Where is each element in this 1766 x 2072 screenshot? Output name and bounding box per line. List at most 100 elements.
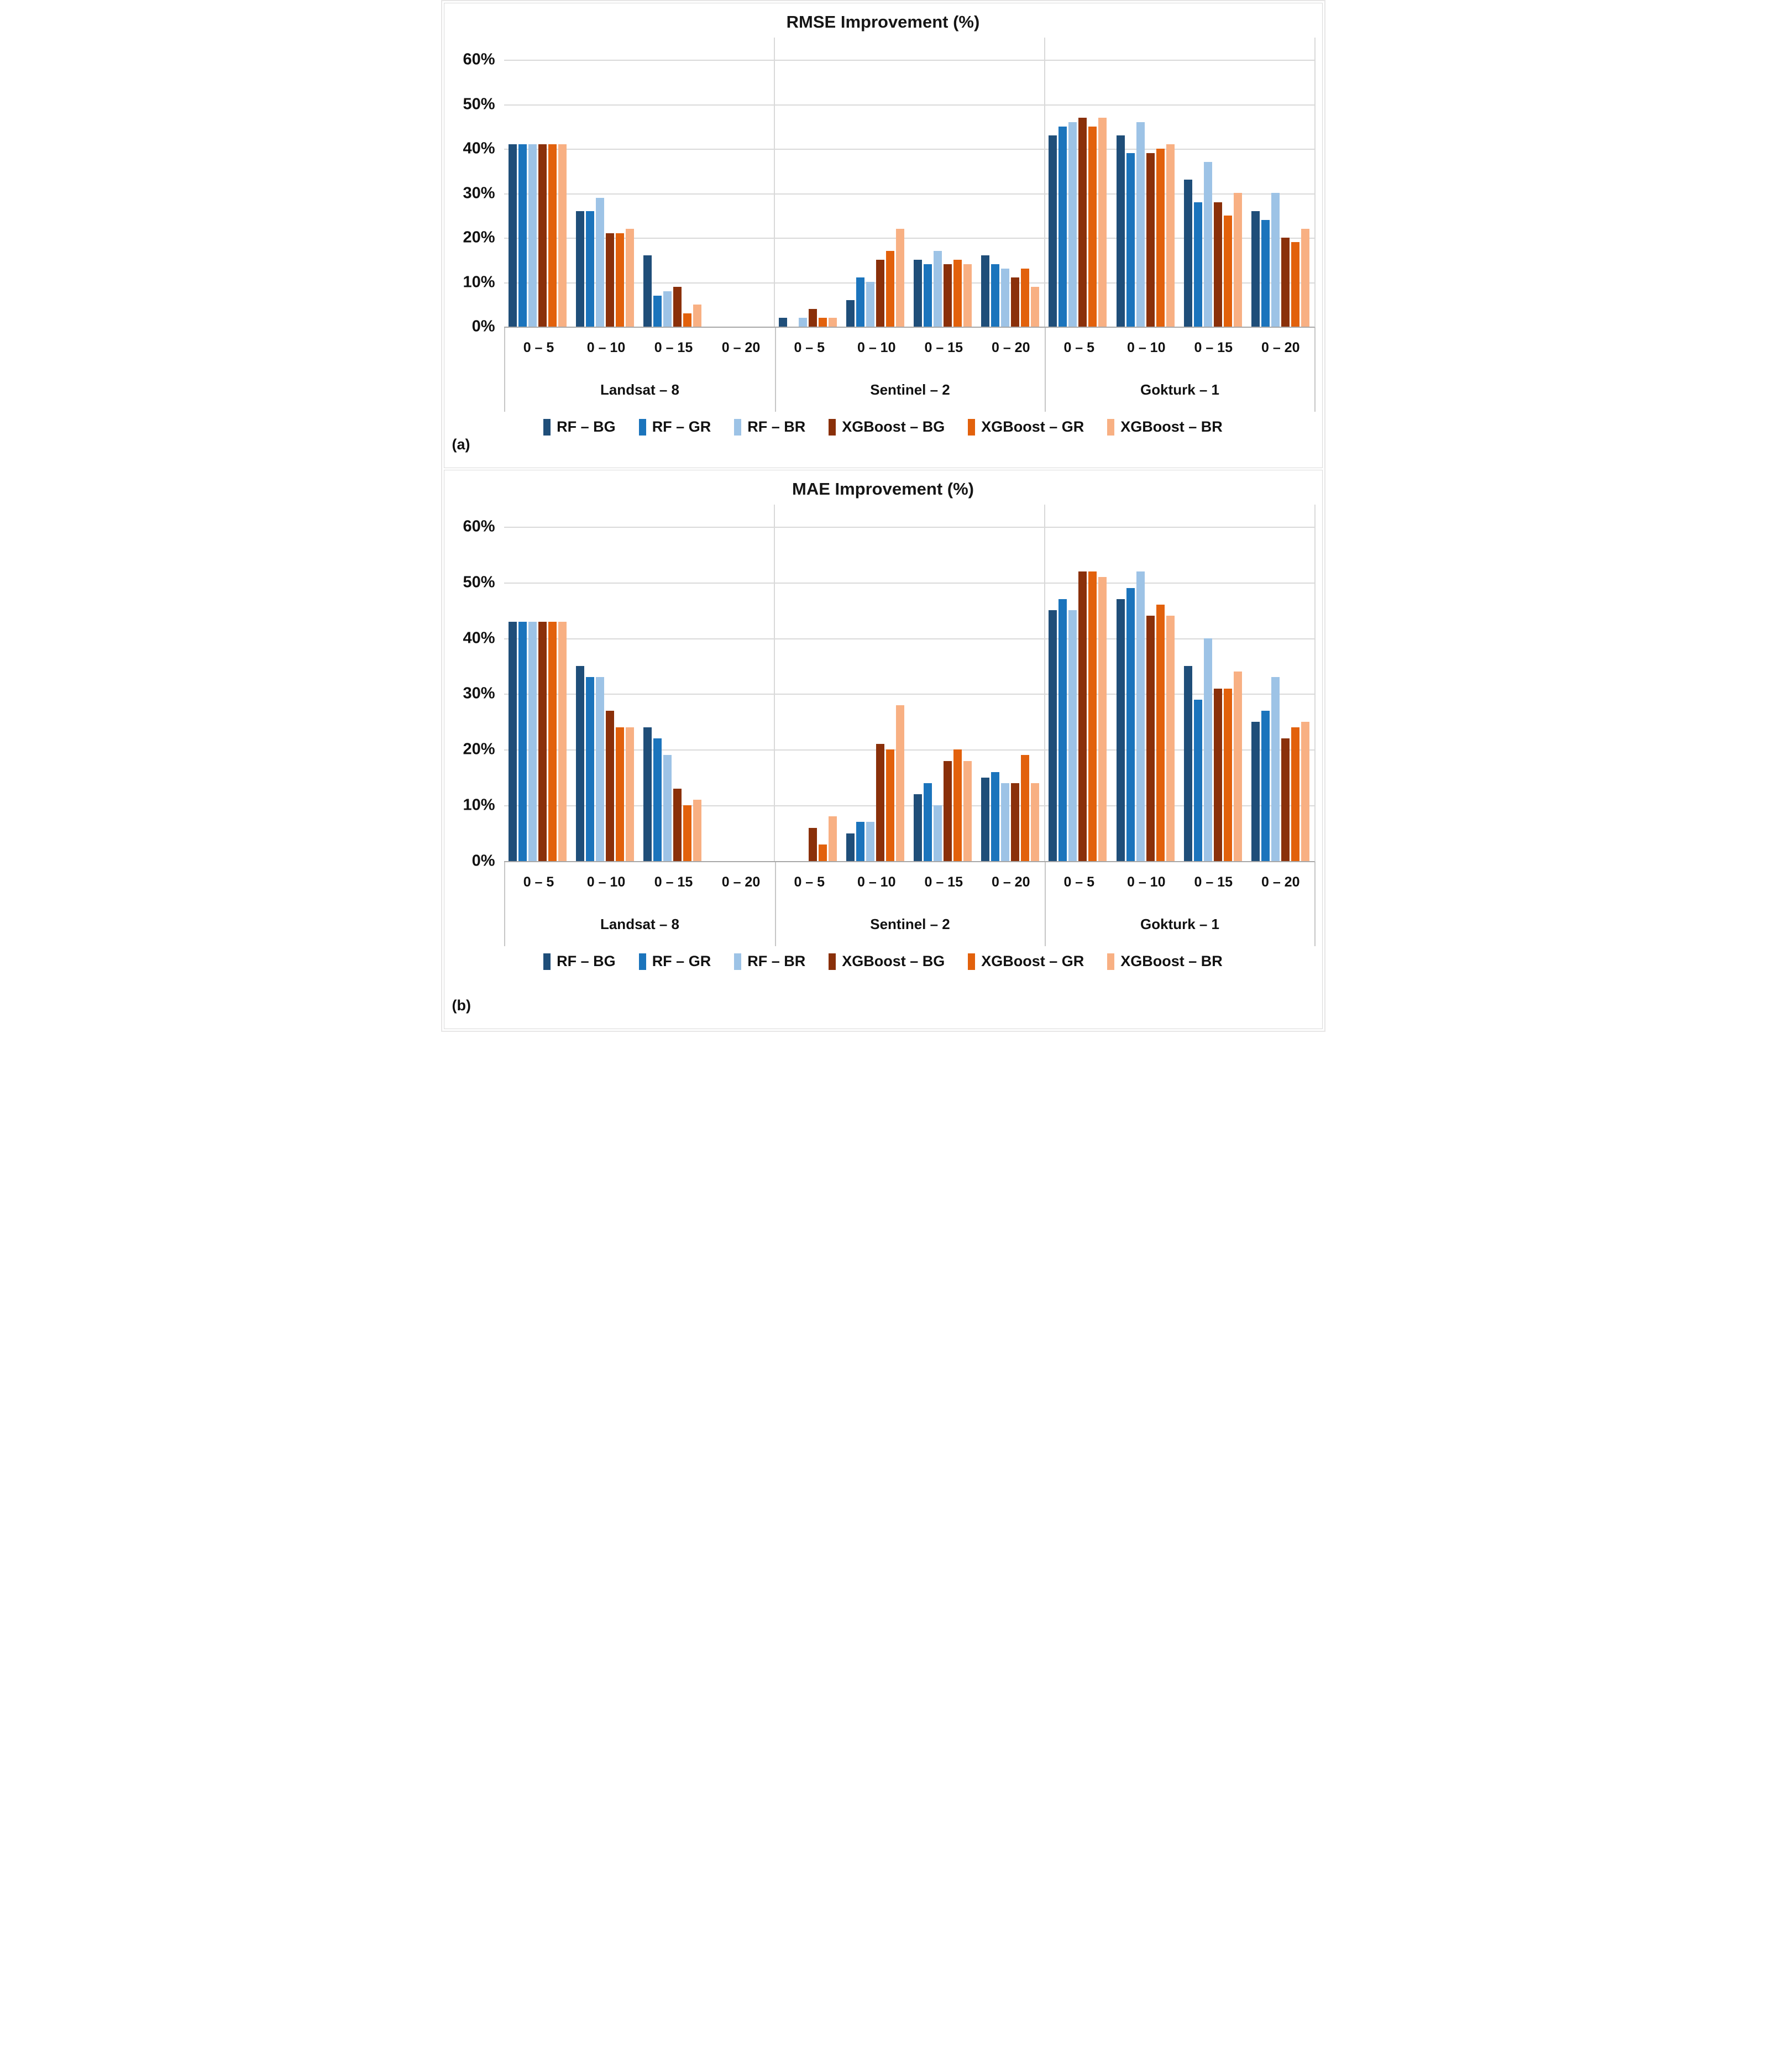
x-axis-bin-label: 0 – 20: [1261, 874, 1300, 890]
y-axis-tick-label: 50%: [463, 95, 495, 113]
y-axis: 60% 50% 40% 30% 20% 10% 0%: [451, 38, 504, 335]
bar: [856, 822, 864, 861]
y-axis-tick-label: 30%: [463, 684, 495, 702]
y-axis-tick-label: 40%: [463, 139, 495, 158]
legend-item: RF – BR: [734, 953, 805, 970]
legend-swatch: [638, 953, 646, 970]
bar: [953, 749, 962, 861]
bar: [1281, 738, 1290, 861]
legend-label: RF – GR: [652, 953, 711, 969]
legend-swatch: [829, 953, 836, 970]
bar: [1126, 588, 1135, 861]
bar-group: [706, 38, 774, 327]
bar: [1251, 722, 1260, 861]
bar: [1193, 202, 1202, 327]
bar: [1301, 229, 1309, 327]
bar: [1058, 127, 1067, 327]
bar: [991, 772, 1000, 861]
bar: [991, 264, 1000, 327]
bar: [924, 264, 932, 327]
bar: [885, 251, 894, 327]
bin-label-row: 0 – 5 0 – 10 0 – 15 0 – 20: [776, 862, 1045, 902]
satellite-section: 0 – 5 0 – 10 0 – 15 0 – 20 Gokturk – 1: [1044, 862, 1314, 946]
bar: [1213, 202, 1222, 327]
bar: [518, 144, 527, 327]
bar: [798, 318, 807, 327]
y-axis-tick-label: 50%: [463, 573, 495, 591]
plot-area: [504, 38, 1316, 328]
bar: [1223, 689, 1232, 861]
bar: [509, 622, 517, 861]
y-axis-tick-label: 20%: [463, 740, 495, 758]
bar: [558, 622, 567, 861]
bar: [643, 727, 652, 861]
legend-item: XGBoost – BR: [1107, 418, 1223, 436]
bar-group: [774, 38, 841, 327]
x-axis-bin-label: 0 – 20: [1261, 339, 1300, 355]
bar: [1078, 118, 1087, 327]
bar-group: [1112, 505, 1179, 861]
figure-frame: RMSE Improvement (%) 60% 50% 40% 30% 20% 10% 0…: [441, 0, 1325, 1032]
bar: [1183, 666, 1192, 861]
y-axis-tick-label: 10%: [463, 273, 495, 291]
bar: [1271, 677, 1280, 861]
gridline: [504, 282, 1314, 284]
y-axis: 60% 50% 40% 30% 20% 10% 0%: [451, 505, 504, 870]
satellite-section: 0 – 5 0 – 10 0 – 15 0 – 20 Landsat – 8: [505, 862, 775, 946]
bar-group: [639, 505, 706, 861]
bar: [914, 260, 923, 327]
panel-b-mae: MAE Improvement (%) 60% 50% 40% 30% 20% 10% 0%…: [443, 470, 1323, 1029]
legend-label: XGBoost – GR: [981, 953, 1084, 969]
bar: [1203, 638, 1212, 861]
bar: [558, 144, 567, 327]
x-axis-satellite-label: Sentinel – 2: [870, 915, 950, 932]
bar: [1291, 242, 1299, 327]
legend-swatch: [1107, 953, 1115, 970]
bar: [828, 318, 837, 327]
gridline: [504, 104, 1314, 106]
y-axis-tick-label: 60%: [463, 517, 495, 536]
bar: [643, 255, 652, 327]
bar: [1291, 727, 1299, 861]
panel-a-rmse: RMSE Improvement (%) 60% 50% 40% 30% 20% 10% 0…: [443, 3, 1323, 468]
x-axis-satellite-label: Landsat – 8: [600, 915, 680, 932]
x-axis-bin-label: 0 – 10: [857, 339, 896, 355]
bar-group: [504, 38, 572, 327]
bar: [1301, 722, 1309, 861]
bar-group: [1044, 505, 1112, 861]
bar: [1146, 616, 1155, 861]
bar-group: [572, 505, 639, 861]
bar: [1078, 571, 1087, 861]
bar: [934, 251, 942, 327]
satellite-divider-line: [1044, 505, 1045, 861]
bar: [876, 260, 884, 327]
bar: [1001, 269, 1010, 327]
x-axis-bin-label: 0 – 10: [586, 874, 626, 890]
legend-item: RF – GR: [638, 418, 711, 436]
legend-label: RF – GR: [652, 418, 711, 435]
bar: [1068, 610, 1077, 861]
bar: [846, 833, 855, 861]
legend-item: XGBoost – BG: [829, 418, 945, 436]
legend-label: RF – BG: [557, 418, 616, 435]
x-axis-bin-label: 0 – 10: [1126, 339, 1166, 355]
bar: [616, 233, 625, 327]
bar-group: [1246, 38, 1314, 327]
bar: [876, 744, 884, 861]
bar: [963, 264, 972, 327]
legend-rmse: RF – BG RF – GR RF – BR XGBoost – BG XGBoost…: [451, 418, 1316, 436]
bar-group: [1112, 38, 1179, 327]
bar: [846, 300, 855, 327]
bar: [1223, 216, 1232, 327]
x-axis-bin-label: 0 – 20: [991, 339, 1030, 355]
bar: [1251, 211, 1260, 327]
bar: [1011, 783, 1020, 861]
bar-group: [977, 38, 1044, 327]
bar-group: [706, 505, 774, 861]
bar: [1031, 783, 1040, 861]
y-axis-tick-label: 30%: [463, 184, 495, 202]
bar-group: [841, 505, 909, 861]
